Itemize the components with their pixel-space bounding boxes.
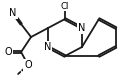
Text: N: N <box>9 8 17 18</box>
Text: N: N <box>44 42 52 52</box>
Text: Cl: Cl <box>61 1 69 11</box>
Text: O: O <box>4 47 12 57</box>
Text: N: N <box>78 23 86 33</box>
Text: O: O <box>24 60 32 70</box>
Text: O: O <box>14 69 22 79</box>
